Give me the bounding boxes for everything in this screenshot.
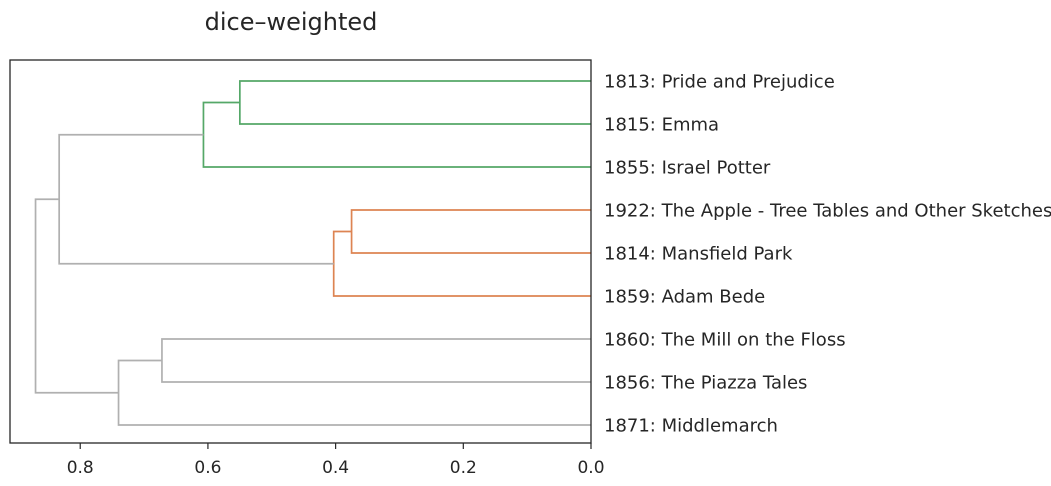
leaf-label: 1815: Emma [604,115,719,136]
chart-title: dice–weighted [205,8,378,36]
leaf-label: 1859: Adam Bede [604,287,765,308]
leaf-label: 1856: The Piazza Tales [604,373,807,394]
axes-frame [9,59,592,444]
leaf-labels: 1813: Pride and Prejudice 1815: Emma 1855:… [604,72,1051,437]
dendrogram-branch-m7 [58,133,334,265]
dendrogram-branch-m5 [161,338,591,383]
dendrogram-branch-m3 [238,80,591,125]
dendrogram-branch-m6 [117,359,591,426]
dendrogram-branch-m2 [332,230,591,297]
x-tick-label: 0.8 [67,458,94,478]
leaf-label: 1871: Middlemarch [604,416,778,437]
dendrogram-branch-m8 [34,198,119,394]
leaf-label: 1814: Mansfield Park [604,244,793,265]
x-tick-label: 0.2 [450,458,477,478]
dendrogram-branches [34,80,591,426]
x-tick-label: 0.0 [577,458,604,478]
dendrogram-branch-m1 [350,209,591,254]
leaf-label: 1922: The Apple - Tree Tables and Other … [604,201,1051,222]
x-tick-label: 0.6 [194,458,221,478]
leaf-label: 1813: Pride and Prejudice [604,72,835,93]
leaf-label: 1855: Israel Potter [604,158,771,179]
leaf-label: 1860: The Mill on the Floss [604,330,846,351]
x-axis-ticks: 0.8 0.6 0.4 0.2 0.0 [67,443,605,478]
dendrogram-branch-m4 [202,101,591,168]
x-tick-label: 0.4 [322,458,349,478]
